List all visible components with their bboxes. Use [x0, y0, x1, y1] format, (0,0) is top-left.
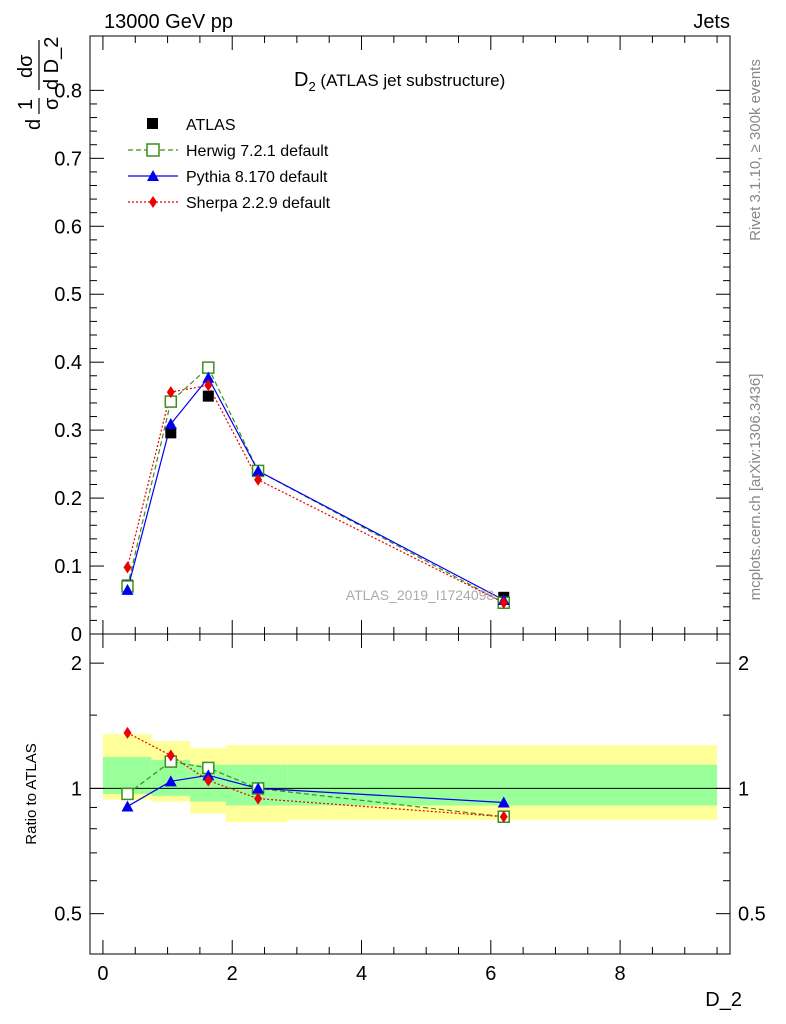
process-label: Jets [693, 11, 730, 33]
main-series-lines [126, 366, 505, 604]
svg-text:d D_2: d D_2 [41, 37, 63, 90]
ratio-y-axis-label: Ratio to ATLAS [23, 743, 40, 844]
legend-label-herwig: Herwig 7.2.1 default [186, 143, 329, 160]
ratio-point-herwig [121, 787, 134, 801]
svg-text:σ: σ [41, 97, 63, 110]
x-tick-label: 0 [97, 963, 108, 985]
main-series-markers [121, 361, 510, 609]
main-y-tick-label: 0.6 [54, 216, 82, 238]
mcplots-label: mcplots.cern.ch [arXiv:1306.3436] [747, 374, 764, 601]
series-line-pythia [126, 376, 505, 601]
ratio-y-tick-label: 0.5 [54, 904, 82, 926]
svg-text:dσ: dσ [15, 54, 37, 78]
data-point-pythia [121, 583, 134, 595]
data-point-pythia [202, 371, 215, 383]
ratio-frame [89, 633, 731, 955]
energy-label: 13000 GeV pp [104, 11, 233, 33]
data-point-sherpa [166, 386, 175, 399]
main-y-tick-label: 0.1 [54, 556, 82, 578]
data-point-sherpa [204, 379, 213, 392]
ratio-y-tick-label: 1 [71, 778, 82, 800]
main-y-tick-label: 0.8 [54, 80, 82, 102]
data-point-pythia [164, 418, 177, 430]
rivet-label: Rivet 3.1.10, ≥ 300k events [747, 59, 764, 241]
legend-marker-sherpa [149, 196, 157, 208]
ratio-point-pythia [164, 775, 177, 787]
data-point-sherpa [254, 473, 263, 486]
ratio-y-tick-label-right: 2 [738, 653, 749, 675]
legend-marker-atlas [147, 118, 158, 129]
x-tick-label: 6 [485, 963, 496, 985]
legend-label-pythia: Pythia 8.170 default [186, 169, 328, 186]
ratio-point-pythia [121, 800, 134, 812]
x-tick-label: 8 [615, 963, 626, 985]
x-tick-label: 2 [227, 963, 238, 985]
x-tick-label: 4 [356, 963, 367, 985]
ratio-panel: 0.5 0.5 1 1 2 2 0 2 4 6 8 Ratio to ATLAS D_2 [23, 633, 766, 1011]
legend-entry-sherpa: Sherpa 2.2.9 default [128, 195, 331, 212]
legend-label-atlas: ATLAS [186, 117, 236, 134]
ratio-point-sherpa [254, 792, 263, 805]
main-y-axis-label: d 1 σ dσ d D_2 [15, 37, 63, 130]
data-point-sherpa [499, 596, 508, 609]
ratio-point-pythia [252, 782, 265, 794]
analysis-watermark: ATLAS_2019_I1724098 [346, 587, 495, 603]
ratio-point-pythia [497, 796, 510, 808]
legend-entry-atlas: ATLAS [147, 117, 236, 134]
series-line-herwig [126, 366, 505, 604]
data-point-atlas [202, 390, 214, 402]
data-point-atlas [165, 427, 177, 439]
data-point-herwig [202, 361, 215, 374]
main-y-tick-label: 0.5 [54, 284, 82, 306]
ratio-ticks: 0.5 0.5 1 1 2 2 0 2 4 6 8 [54, 634, 766, 985]
main-y-ticks: 0 0.1 0.2 0.3 0.4 0.5 0.6 0.7 0.8 [54, 36, 730, 646]
main-panel: 0 0.1 0.2 0.3 0.4 0.5 0.6 0.7 0.8 ATLAS_2019_I17… [15, 35, 731, 646]
ratio-point-sherpa [123, 726, 132, 739]
svg-text:1: 1 [15, 99, 37, 110]
main-y-tick-label: 0.4 [54, 352, 82, 374]
ratio-point-sherpa [499, 810, 508, 823]
data-point-pythia [252, 464, 265, 476]
x-axis-label: D_2 [705, 989, 742, 1011]
ratio-y-tick-label-right: 1 [738, 778, 749, 800]
ratio-point-sherpa [204, 774, 213, 787]
main-y-tick-label: 0 [71, 624, 82, 646]
legend-marker-pythia [147, 170, 159, 181]
legend-label-sherpa: Sherpa 2.2.9 default [186, 195, 331, 212]
ratio-y-tick-label: 2 [71, 653, 82, 675]
series-line-sherpa [126, 384, 505, 604]
legend-entry-pythia: Pythia 8.170 default [128, 169, 328, 186]
legend-marker-herwig [146, 143, 160, 157]
ratio-series-markers [121, 726, 510, 823]
ratio-point-sherpa [166, 749, 175, 762]
band-green [287, 764, 718, 806]
legend: ATLAS Herwig 7.2.1 default Pythia 8.170 … [128, 117, 331, 212]
plot-title: D2 (ATLAS jet substructure) [294, 69, 505, 94]
legend-entry-herwig: Herwig 7.2.1 default [128, 143, 329, 160]
data-point-sherpa [123, 561, 132, 574]
svg-text:d: d [23, 119, 45, 130]
main-y-tick-label: 0.7 [54, 148, 82, 170]
main-y-tick-label: 0.3 [54, 420, 82, 442]
ratio-uncertainty-bands [90, 734, 730, 823]
ratio-y-tick-label-right: 0.5 [738, 904, 766, 926]
main-y-tick-label: 0.2 [54, 488, 82, 510]
